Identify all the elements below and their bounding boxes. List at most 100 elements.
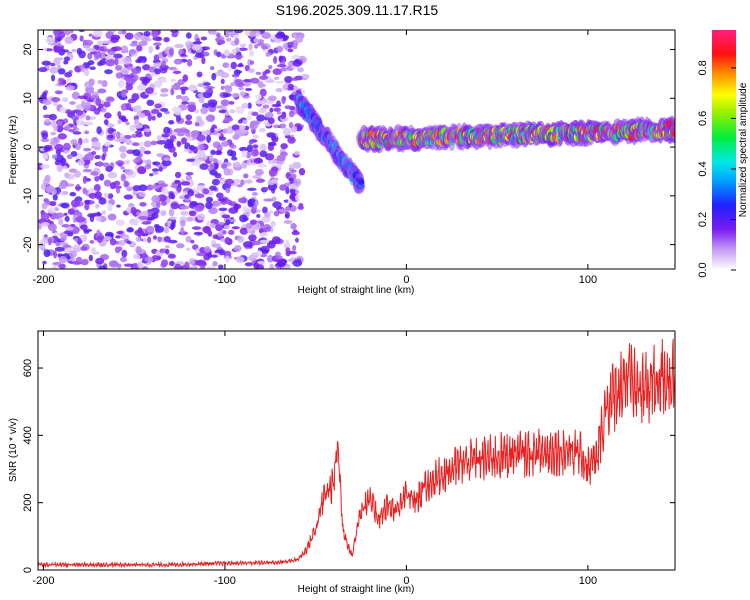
spectrogram-heatmap xyxy=(38,30,675,269)
spectrogram-cell xyxy=(145,87,154,94)
spectrogram-cell xyxy=(82,187,88,195)
spectrogram-cell xyxy=(87,48,97,52)
spectrogram-cell xyxy=(84,130,90,135)
spectrogram-cell xyxy=(297,67,305,73)
spectrogram-cell xyxy=(103,141,112,147)
spectrogram-cell xyxy=(259,88,267,97)
spectrogram-cell xyxy=(47,206,56,214)
spectrogram-cell xyxy=(271,178,278,183)
spectrogram-cell xyxy=(192,41,203,45)
spectrogram-cell xyxy=(292,259,303,267)
spectrogram-cell xyxy=(231,226,240,230)
spectrogram-cell xyxy=(120,173,126,182)
spectrogram-cell xyxy=(273,124,279,129)
spectrogram-cell xyxy=(156,135,162,141)
spectrogram-cell xyxy=(58,255,68,264)
snr-ylabel: SNR (10 * v/v) xyxy=(8,418,19,482)
spectrogram-cell xyxy=(221,163,228,169)
spectrogram-cell xyxy=(152,161,161,166)
spectrogram-cell xyxy=(80,224,88,230)
spectrogram-cell xyxy=(176,186,182,193)
spectrogram-cell xyxy=(180,219,186,227)
spectrogram-cell xyxy=(174,171,182,179)
spectrogram-cell xyxy=(198,53,205,59)
spectrogram-cell xyxy=(58,77,64,82)
spectrogram-cell xyxy=(118,145,127,153)
spectrogram-cell xyxy=(151,30,158,38)
spectrogram-cell xyxy=(263,186,269,191)
spectrogram-cell xyxy=(208,101,217,108)
spectrogram-cell xyxy=(267,117,275,125)
spectrogram-cell xyxy=(143,31,151,37)
spectrogram-cell xyxy=(93,108,101,115)
y-tick-label: 400 xyxy=(22,426,34,444)
spectrogram-cell xyxy=(244,262,253,267)
spectrogram-cell xyxy=(79,35,84,42)
spectrogram-cell xyxy=(58,218,64,226)
snr-xlabel: Height of straight line (km) xyxy=(298,584,415,595)
spectrogram-cell xyxy=(64,124,71,132)
spectrogram-cell xyxy=(194,193,205,199)
spectrogram-cell xyxy=(245,87,253,92)
spectrogram-cell xyxy=(170,184,178,188)
spectrogram-cell xyxy=(211,178,220,186)
spectrogram-cell xyxy=(43,144,53,150)
spectrogram-cell xyxy=(83,147,92,152)
spectrogram-cell xyxy=(94,175,100,182)
spectrogram-cell xyxy=(88,254,93,262)
spectrogram-cell xyxy=(142,77,151,84)
spectrogram-cell xyxy=(115,131,121,139)
spectrogram-cell xyxy=(284,105,293,110)
spectrogram-cell xyxy=(125,102,132,111)
spectrogram-background xyxy=(38,30,675,269)
spectrogram-cell xyxy=(92,212,103,217)
spectrogram-cell xyxy=(177,79,185,86)
spectrogram-cell xyxy=(195,115,203,121)
y-tick-label: 600 xyxy=(22,359,34,377)
spectrogram-cell xyxy=(57,68,66,75)
spectrogram-cell xyxy=(233,34,239,39)
spectrogram-cell xyxy=(241,150,248,158)
spectrogram-cell xyxy=(288,203,293,208)
spectrogram-cell xyxy=(49,200,57,207)
spectrogram-cell xyxy=(165,248,170,255)
spectrogram-cell xyxy=(153,54,160,62)
y-tick-label: 0 xyxy=(22,567,34,573)
spectrogram-cell xyxy=(196,71,203,78)
spectrogram-cell xyxy=(117,162,123,167)
spectrogram-cell xyxy=(145,159,152,166)
spectrogram-cell xyxy=(139,202,147,207)
spectrogram-cell xyxy=(78,50,86,59)
spectrogram-cell xyxy=(52,261,62,265)
spectrogram-cell xyxy=(44,174,51,182)
spectrogram-cell xyxy=(216,51,222,58)
spectrogram-cell xyxy=(172,70,182,74)
spectrogram-cell xyxy=(102,162,110,167)
spectrogram-cell xyxy=(93,183,101,192)
spectrogram-cell xyxy=(276,45,284,53)
spectrogram-cell xyxy=(245,222,253,229)
spectrogram-cell xyxy=(293,178,302,187)
spectrogram-cell xyxy=(275,80,285,84)
spectrogram-cell xyxy=(197,144,205,151)
spectrogram-cell xyxy=(115,219,126,226)
spectrogram-cell xyxy=(101,51,106,55)
spectrogram-cell xyxy=(227,30,234,33)
spectrogram-cell xyxy=(261,32,272,40)
spectrogram-cell xyxy=(190,239,195,244)
spectrogram-cell xyxy=(103,236,112,241)
spectrogram-cell xyxy=(127,66,134,71)
spectrogram-cell xyxy=(95,216,102,222)
spectrogram-cell xyxy=(287,41,294,47)
snr-ticks: -200 -100 0 100 0 200 400 600 xyxy=(22,331,675,587)
spectrogram-cell xyxy=(212,158,218,164)
spectrogram-cell xyxy=(168,48,174,56)
spectrogram-cell xyxy=(41,60,52,66)
spectrogram-cell xyxy=(101,79,108,88)
spectrogram-cell xyxy=(223,225,231,230)
spectrogram-cell xyxy=(276,154,286,162)
spectrogram-cell xyxy=(59,106,67,114)
spectrogram-cell xyxy=(243,79,252,83)
spectrogram-cell xyxy=(156,153,165,158)
